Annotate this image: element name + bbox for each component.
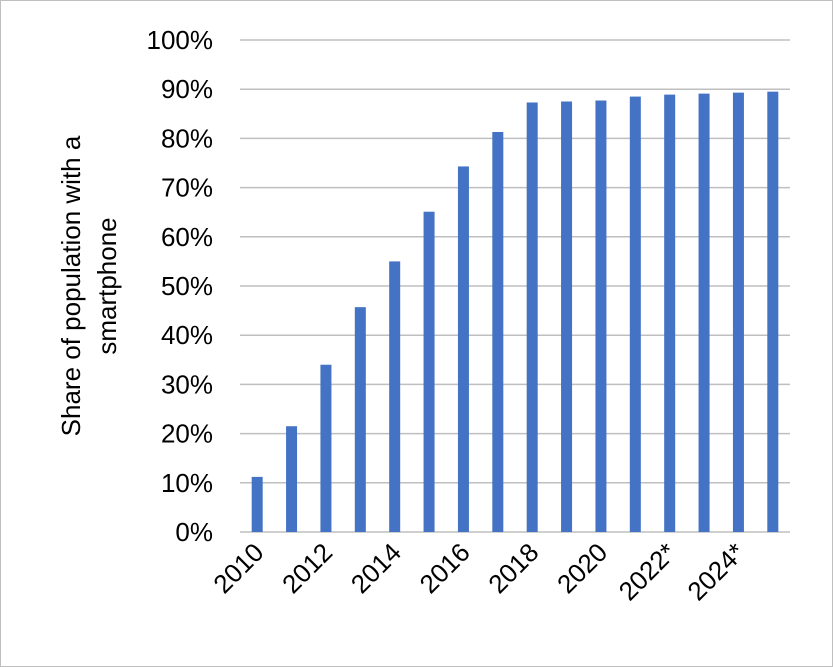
x-tick-label: 2012 [276,537,338,599]
bar-2016 [457,166,469,532]
y-tick-label: 10% [161,468,213,498]
bar-2015 [423,211,435,532]
y-tick-label: 40% [161,320,213,350]
y-tick-label: 70% [161,173,213,203]
bar-2022* [664,94,676,532]
bar-2019 [561,101,573,532]
x-tick-label: 2014 [345,537,407,599]
y-tick-label: 90% [161,74,213,104]
y-tick-label: 30% [161,369,213,399]
bar-2013 [354,307,366,532]
x-tick-label: 2016 [414,537,476,599]
bar-2012 [320,364,332,532]
bar-2010 [251,476,263,532]
x-axis-tick-labels: 2010 2012 2014 2016 2018 2020 2022* 2024* [207,537,750,606]
bar-2021 [629,96,641,532]
bar-2014 [389,261,401,532]
x-tick-label: 2010 [207,537,269,599]
bar-2024* [732,92,744,533]
y-tick-label: 80% [161,123,213,153]
bar-2025* [767,91,779,532]
y-tick-label: 100% [147,25,214,55]
x-tick-label: 2022* [613,537,682,606]
y-axis-label-line: Share of population with a [56,135,86,436]
bars [251,91,779,533]
y-tick-label: 0% [175,517,213,547]
y-axis-label-line: smartphone [92,217,122,354]
y-axis-label: Share of population with a smartphone [56,135,122,436]
bar-2017 [492,132,504,532]
x-tick-label: 2020 [551,537,613,599]
y-tick-label: 20% [161,419,213,449]
y-tick-label: 60% [161,222,213,252]
bar-2023* [698,93,710,533]
x-tick-label: 2024* [681,537,750,606]
bar-2011 [286,426,298,532]
gridlines [240,39,790,533]
bar-2020 [595,100,607,533]
y-tick-label: 50% [161,271,213,301]
y-axis-tick-labels: 0% 10% 20% 30% 40% 50% 60% 70% 80% 90% 100% [147,25,214,547]
bar-2018 [526,102,538,532]
x-tick-label: 2018 [482,537,544,599]
